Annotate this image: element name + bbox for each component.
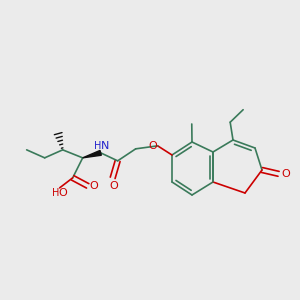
Text: O: O <box>89 181 98 191</box>
Text: H: H <box>94 141 101 151</box>
Text: O: O <box>109 181 118 191</box>
Text: H: H <box>52 188 59 198</box>
Text: N: N <box>100 141 109 151</box>
Text: O: O <box>281 169 290 179</box>
Polygon shape <box>83 150 101 158</box>
Text: O: O <box>58 188 67 198</box>
Text: O: O <box>148 141 157 151</box>
